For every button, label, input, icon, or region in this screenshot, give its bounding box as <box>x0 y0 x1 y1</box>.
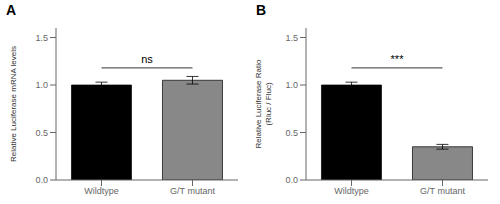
svg-text:ns: ns <box>141 53 153 65</box>
svg-text:Relative Luciferase mRNA level: Relative Luciferase mRNA levels <box>9 46 18 162</box>
html-text:A: A <box>6 2 17 18</box>
svg-text:0.5: 0.5 <box>285 128 298 138</box>
svg-text:1.5: 1.5 <box>285 33 298 43</box>
svg-text:0.5: 0.5 <box>35 128 48 138</box>
svg-text:1.0: 1.0 <box>35 80 48 90</box>
svg-text:Wildtype: Wildtype <box>84 186 119 196</box>
svg-text:G/T mutant: G/T mutant <box>170 186 215 196</box>
svg-text:***: *** <box>391 53 405 65</box>
svg-text:Wildtype: Wildtype <box>334 186 369 196</box>
svg-text:1.5: 1.5 <box>35 33 48 43</box>
svg-text:1.0: 1.0 <box>285 80 298 90</box>
svg-text:Relative Luciferase Ratio(Rluc: Relative Luciferase Ratio(Rluc / Fluc) <box>254 59 273 148</box>
svg-text:G/T mutant: G/T mutant <box>420 186 465 196</box>
html-text:B: B <box>256 2 267 18</box>
svg-text:0.0: 0.0 <box>35 175 48 185</box>
svg-text:0.0: 0.0 <box>285 175 298 185</box>
